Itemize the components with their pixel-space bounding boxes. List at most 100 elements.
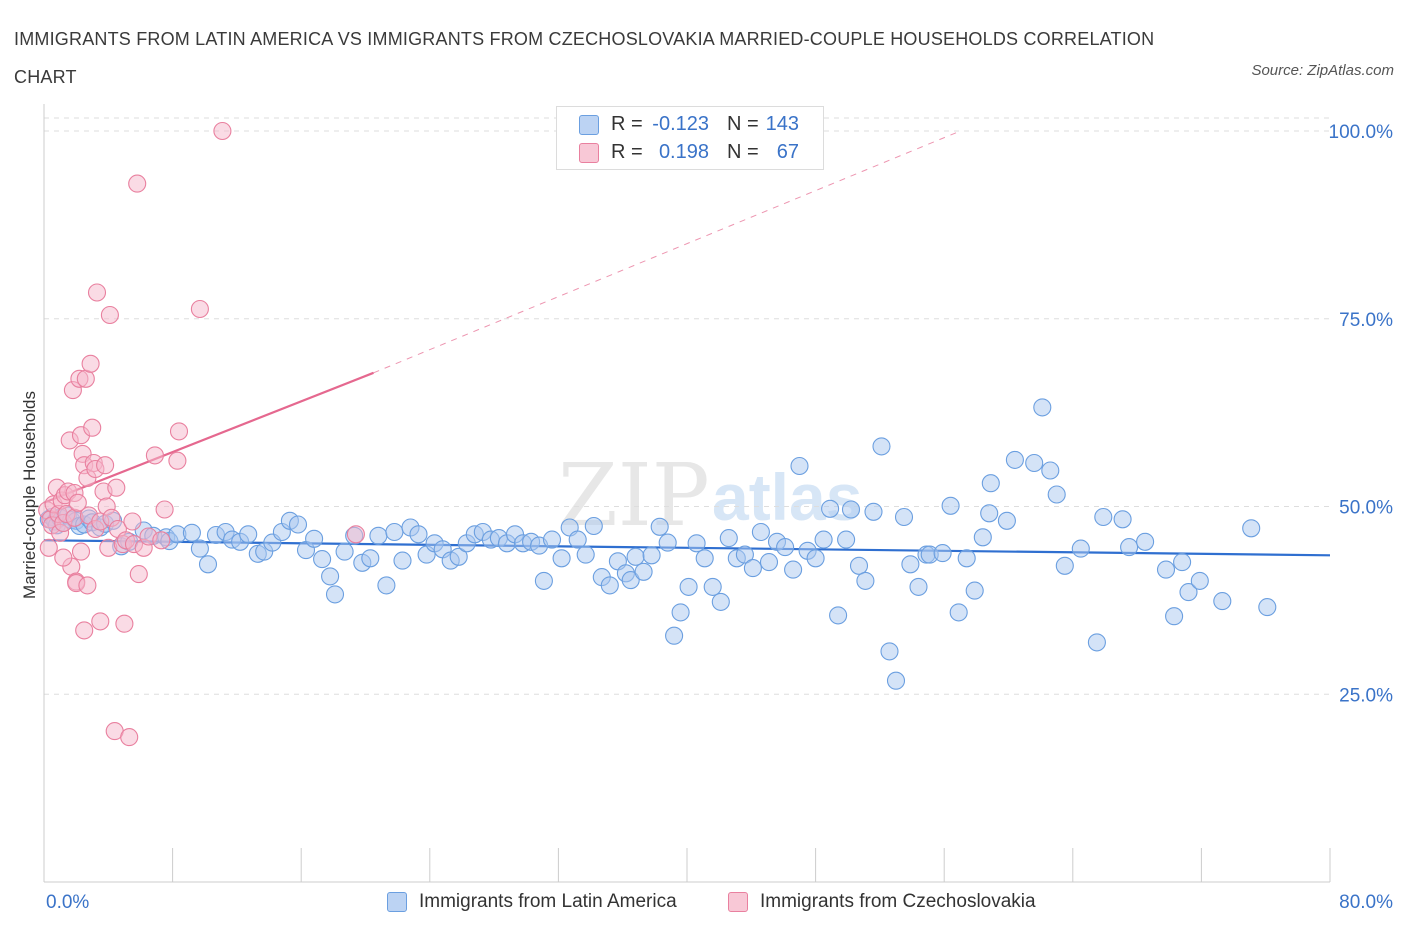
data-point [658, 533, 677, 552]
data-point [1047, 485, 1066, 504]
data-point [650, 517, 669, 536]
data-point [83, 418, 102, 437]
trend-lines [43, 130, 1331, 557]
data-point [790, 456, 809, 476]
data-point [1136, 532, 1155, 551]
data-point [703, 577, 722, 596]
stats-row-czechoslovakia: R = 0.198 N = 67 [557, 138, 823, 166]
data-point [115, 614, 134, 633]
data-point [552, 549, 571, 568]
data-point [190, 299, 209, 319]
series-czechoslovakia-points [38, 121, 365, 747]
data-point [711, 592, 730, 611]
data-point [665, 626, 684, 645]
data-point [1242, 519, 1261, 538]
data-point [145, 446, 164, 465]
data-point [39, 538, 58, 557]
data-point [1087, 633, 1106, 652]
data-point [96, 456, 115, 475]
y-tick-label: 100.0% [1329, 122, 1394, 143]
watermark: ZIP atlas [558, 446, 862, 546]
trend-line-latin-america [43, 539, 1331, 557]
data-point [584, 516, 603, 536]
data-point [213, 121, 232, 141]
axes [43, 104, 1331, 883]
data-point [361, 549, 380, 568]
data-point [123, 512, 142, 531]
data-point [385, 522, 404, 542]
stats-n-value: 143 [765, 113, 799, 135]
data-point [941, 496, 960, 515]
legend-swatch-blue [387, 892, 407, 912]
data-point [981, 474, 1000, 493]
data-point [600, 576, 619, 595]
data-point [695, 549, 714, 568]
data-point [849, 556, 869, 575]
data-point [576, 545, 595, 564]
data-point [100, 305, 119, 325]
trend-line-czechoslovakia [43, 371, 374, 504]
data-point [152, 531, 171, 550]
data-point [894, 507, 914, 527]
data-point [542, 530, 562, 549]
data-point [743, 559, 762, 578]
data-point [751, 522, 770, 542]
data-point [288, 515, 308, 534]
data-point [886, 671, 906, 690]
stats-swatch-pink [579, 143, 599, 163]
data-point [997, 511, 1016, 530]
data-point [949, 603, 968, 622]
data-point [837, 530, 856, 549]
data-point [687, 534, 706, 553]
data-point [168, 451, 187, 470]
stats-n-label: N = [727, 141, 759, 163]
data-point [679, 577, 698, 596]
legend-swatch-pink [728, 892, 748, 912]
data-point [1055, 556, 1074, 575]
trend-extension-czechoslovakia [373, 130, 961, 374]
source-label: Source: ZipAtlas.com [1251, 62, 1394, 79]
stats-r-value: -0.123 [652, 113, 709, 135]
data-point [735, 545, 754, 564]
data-point [1190, 571, 1209, 590]
data-point [129, 565, 148, 584]
data-point [335, 542, 354, 561]
y-tick-label: 75.0% [1339, 310, 1393, 331]
data-point [346, 525, 365, 544]
data-point [1173, 553, 1192, 572]
data-point [642, 546, 661, 565]
x-tick-label: 80.0% [1339, 892, 1393, 913]
data-point [1033, 398, 1052, 417]
data-point [239, 525, 258, 544]
data-point [54, 548, 73, 567]
data-point [1094, 507, 1113, 527]
data-point [1005, 450, 1024, 469]
data-point [120, 728, 139, 747]
data-point [841, 500, 861, 519]
series-latin-america-points [39, 398, 1277, 690]
data-point [325, 585, 345, 604]
stats-row-latin-america: R = -0.123 N = 143 [557, 110, 823, 138]
data-point [719, 529, 738, 548]
data-point [1258, 598, 1277, 617]
data-point [190, 539, 209, 558]
data-point [1113, 510, 1132, 529]
data-point [305, 529, 324, 548]
data-point [91, 612, 110, 631]
data-point [634, 562, 653, 581]
data-point [621, 571, 640, 590]
watermark-zip: ZIP [558, 446, 710, 546]
data-point [829, 606, 848, 625]
data-point [957, 549, 976, 568]
stats-r-label: R = [611, 141, 643, 163]
data-point [980, 504, 999, 523]
data-point [78, 576, 97, 595]
data-point [107, 478, 126, 497]
data-point [169, 422, 189, 441]
data-point [155, 500, 174, 519]
stats-n-value: 67 [776, 141, 799, 163]
data-point [626, 547, 645, 566]
data-point [909, 577, 928, 596]
data-point [1213, 592, 1232, 611]
